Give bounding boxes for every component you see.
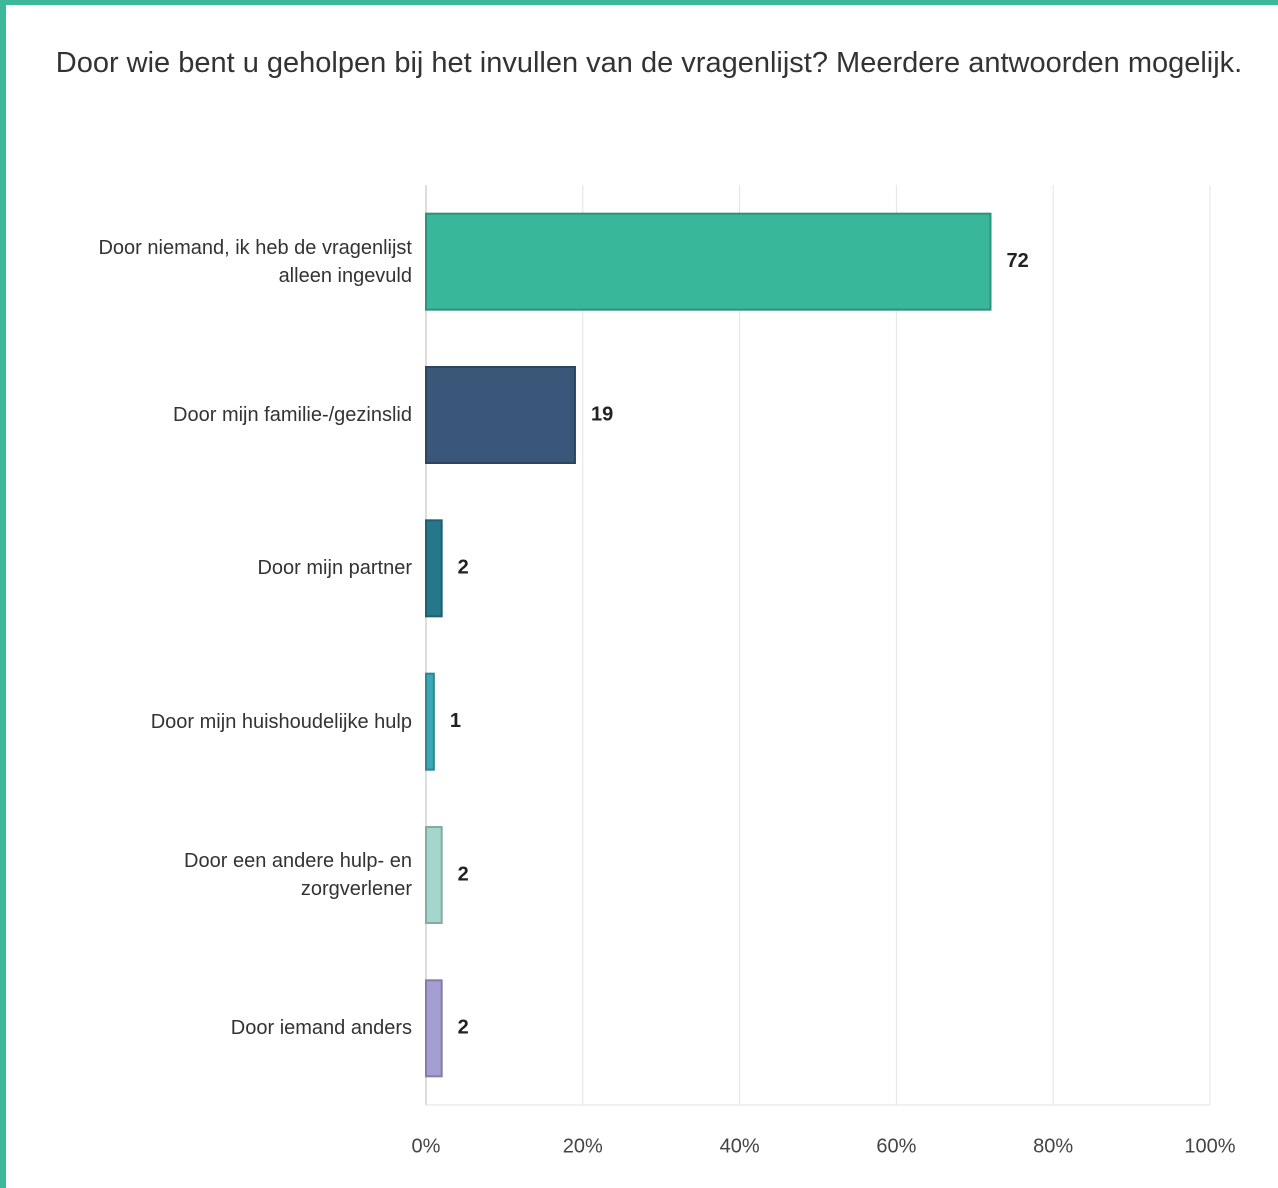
y-tick-label: Door een andere hulp- en zorgverlener xyxy=(184,850,412,900)
bar xyxy=(425,212,992,311)
data-label: 72 xyxy=(1006,250,1028,272)
bar xyxy=(425,519,443,618)
x-tick-label: 80% xyxy=(1033,1135,1073,1157)
data-label: 2 xyxy=(458,557,469,579)
x-tick-label: 0% xyxy=(412,1135,441,1157)
data-label: 2 xyxy=(458,863,469,885)
data-label: 2 xyxy=(458,1017,469,1039)
y-tick-label: Door niemand, ik heb de vragenlijst alle… xyxy=(98,236,412,287)
bar xyxy=(425,672,435,771)
y-tick-label: Door mijn huishoudelijke hulp xyxy=(150,710,412,733)
y-tick-label: Door mijn partner xyxy=(257,557,412,580)
bar xyxy=(425,979,443,1078)
bar xyxy=(425,826,443,924)
x-tick-label: 60% xyxy=(876,1135,916,1157)
x-tick-label: 40% xyxy=(720,1135,760,1157)
x-tick-label: 20% xyxy=(563,1135,603,1157)
y-tick-label: Door iemand anders xyxy=(230,1017,412,1040)
x-tick-label: 100% xyxy=(1184,1135,1235,1157)
data-label: 1 xyxy=(450,710,461,732)
chart-title: Door wie bent u geholpen bij het invulle… xyxy=(55,47,1243,79)
data-label: 19 xyxy=(591,403,613,425)
bar xyxy=(425,366,576,464)
y-tick-label: Door mijn familie-/gezinslid xyxy=(173,404,412,426)
